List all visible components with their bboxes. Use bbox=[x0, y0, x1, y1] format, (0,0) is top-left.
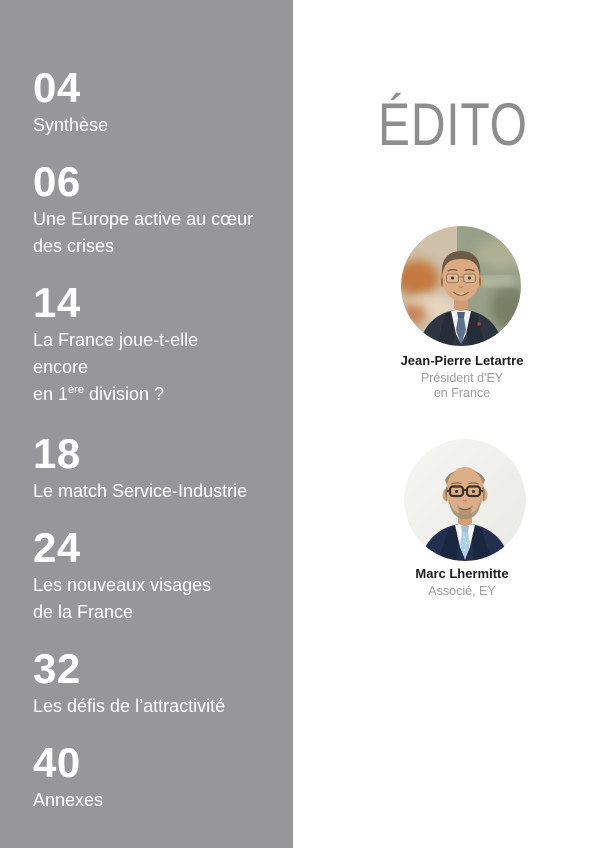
portrait-illustration bbox=[404, 439, 526, 561]
toc-title-text: division ? bbox=[83, 384, 164, 404]
toc-entry-france-division: 14 La France joue-t-elle encore en 1ère … bbox=[33, 279, 257, 411]
toc-title-superscript: ère bbox=[68, 384, 84, 396]
portrait-photo-jean-pierre-letartre bbox=[401, 226, 521, 346]
portrait-photo-marc-lhermitte bbox=[404, 439, 526, 561]
toc-section-title: Synthèse bbox=[33, 115, 109, 135]
toc-section-title: Annexes bbox=[33, 790, 104, 810]
toc-page-number: 14 bbox=[33, 279, 81, 326]
toc-section-title: Une Europe active au cœur des crises bbox=[33, 209, 254, 256]
toc-page-number: 24 bbox=[33, 524, 81, 571]
toc-section-title: La France joue-t-elle encore en 1ère div… bbox=[33, 327, 257, 411]
person-role: Associé, EY bbox=[428, 584, 496, 598]
toc-section-title: Les défis de l’attractivité bbox=[33, 696, 226, 716]
portrait-illustration bbox=[401, 226, 521, 346]
toc-page-number: 18 bbox=[33, 430, 81, 477]
toc-entry-service-industrie: 18 Le match Service-Industrie bbox=[33, 430, 257, 505]
caption-jean-pierre-letartre: Jean-Pierre Letartre Président d'EY en F… bbox=[342, 353, 582, 401]
toc-entry-annexes: 40 Annexes bbox=[33, 739, 257, 814]
toc-section-title: Le match Service-Industrie bbox=[33, 481, 248, 501]
toc-page-number: 06 bbox=[33, 158, 81, 205]
page-title: ÉDITO bbox=[378, 91, 528, 159]
toc-page-number: 40 bbox=[33, 739, 81, 786]
person-name: Jean-Pierre Letartre bbox=[400, 353, 524, 368]
toc-entry-defis-attractivite: 32 Les défis de l’attractivité bbox=[33, 645, 257, 720]
toc-page-number: 04 bbox=[33, 64, 81, 111]
person-role: Président d'EY bbox=[420, 371, 504, 385]
person-name: Marc Lhermitte bbox=[415, 566, 509, 581]
toc-entry-synthese: 04 Synthèse bbox=[33, 64, 257, 139]
person-role: en France bbox=[433, 386, 491, 400]
toc-section-title: Les nouveaux visages de la France bbox=[33, 575, 212, 622]
toc-entry-europe: 06 Une Europe active au cœur des crises bbox=[33, 158, 257, 260]
toc-entry-nouveaux-visages: 24 Les nouveaux visages de la France bbox=[33, 524, 257, 626]
toc-title-text: La France joue-t-elle encore en 1 bbox=[33, 330, 199, 404]
caption-marc-lhermitte: Marc Lhermitte Associé, EY bbox=[342, 566, 582, 599]
toc-page-number: 32 bbox=[33, 645, 81, 692]
toc-sidebar: 04 Synthèse 06 Une Europe active au cœur… bbox=[0, 0, 293, 848]
